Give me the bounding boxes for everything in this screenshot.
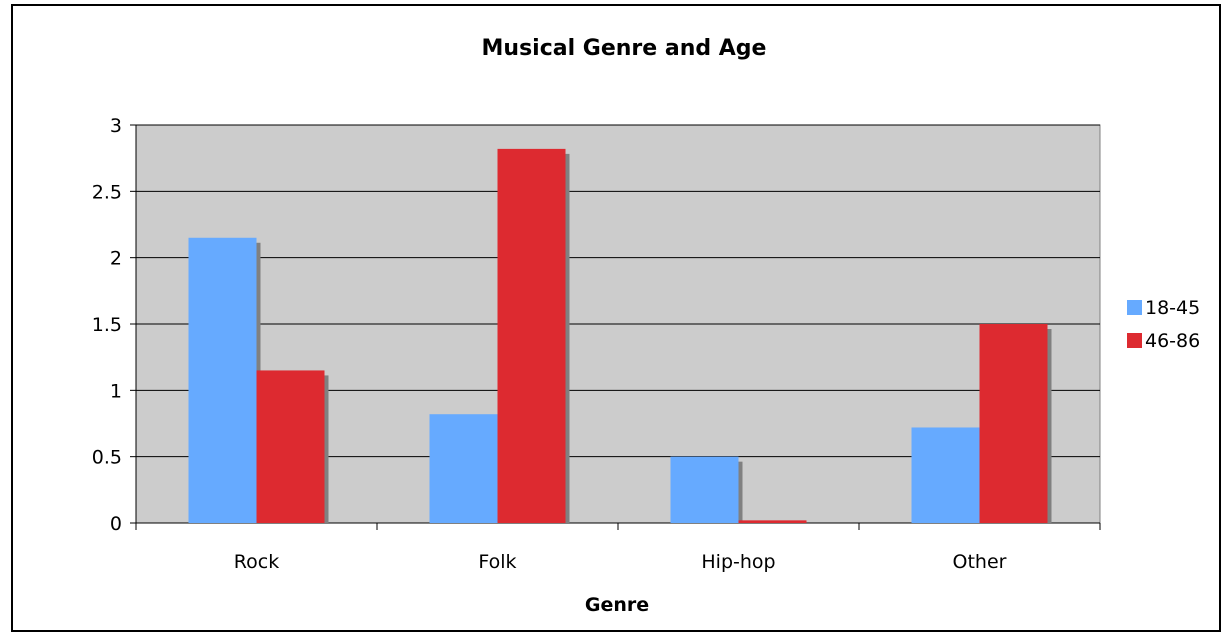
- legend-swatch-46-86: [1127, 333, 1142, 348]
- bar-18-45-rock: [188, 237, 257, 523]
- y-tick-label: 0.5: [92, 447, 122, 469]
- bar-46-86-rock: [256, 370, 325, 523]
- y-tick-label: 1: [110, 380, 122, 402]
- legend-swatch-18-45: [1127, 300, 1142, 315]
- bar-46-86-hip-hop: [738, 520, 807, 523]
- bar-46-86-folk: [497, 148, 566, 523]
- legend-label-46-86: 46-86: [1145, 330, 1200, 352]
- x-tick-label: Rock: [234, 551, 279, 573]
- bar-18-45-folk: [429, 414, 498, 523]
- bar-chart: Musical Genre and Age 0 0.5 1 1.5 2 2.5 3 Rock F…: [92, 36, 1200, 616]
- chart-title: Musical Genre and Age: [482, 36, 767, 61]
- plot-area: 0 0.5 1 1.5 2 2.5 3 Rock Folk Hip-hop Other: [92, 115, 1101, 573]
- y-tick-label: 3: [110, 115, 122, 137]
- legend: 18-45 46-86: [1127, 297, 1200, 352]
- legend-label-18-45: 18-45: [1145, 297, 1200, 319]
- y-tick-label: 1.5: [92, 314, 122, 336]
- x-tick-label: Folk: [478, 551, 516, 573]
- y-tick-label: 2: [110, 248, 122, 270]
- x-tick-label: Hip-hop: [701, 551, 775, 573]
- bar-46-86-other: [979, 324, 1048, 523]
- y-tick-label: 2.5: [92, 181, 122, 203]
- bar-18-45-hip-hop: [670, 456, 739, 523]
- bar-18-45-other: [911, 427, 980, 523]
- y-tick-label: 0: [110, 513, 122, 535]
- chart-frame: Musical Genre and Age 0 0.5 1 1.5 2 2.5 3 Rock F…: [11, 4, 1221, 632]
- x-tick-label: Other: [953, 551, 1007, 573]
- x-axis-title: Genre: [585, 594, 649, 616]
